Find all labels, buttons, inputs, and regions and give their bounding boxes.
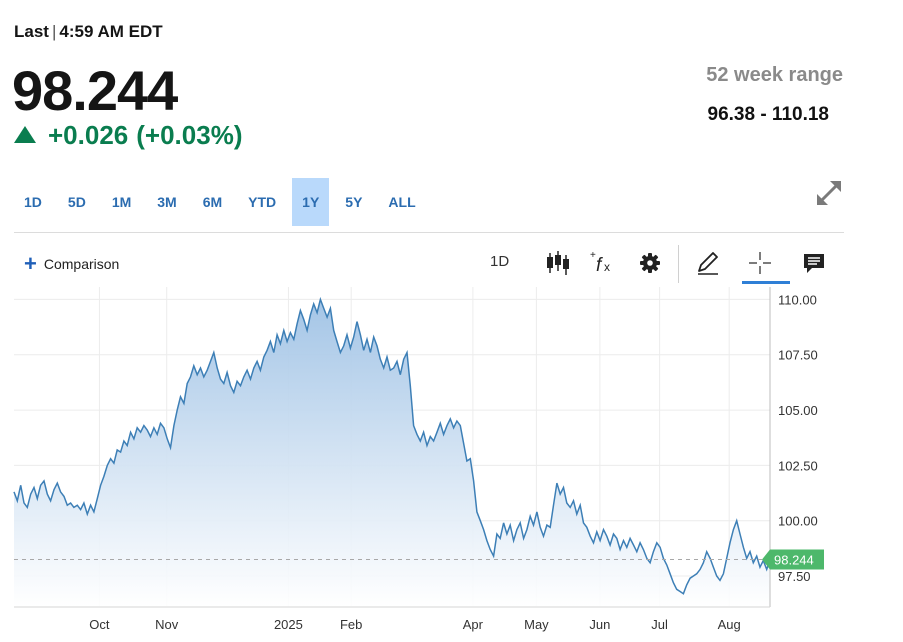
x-tick-label: Feb [340, 617, 362, 632]
range-value: 96.38 - 110.18 [707, 104, 830, 125]
chart-area[interactable]: 110.00 107.50 105.00 102.50 100.00 97.50 Oct No… [0, 287, 903, 637]
comparison-label: Comparison [43, 256, 120, 272]
x-tick-label: Jun [589, 617, 610, 632]
y-tick-label: 97.50 [778, 569, 811, 584]
up-triangle-icon [14, 126, 36, 143]
price-change: +0.026 (+0.03%) [14, 120, 242, 151]
y-tick-label: 107.50 [778, 348, 818, 363]
function-icon[interactable]: + f x [588, 249, 616, 277]
crosshair-icon[interactable] [746, 249, 774, 277]
tab-3m[interactable]: 3M [157, 194, 177, 210]
y-tick-label: 100.00 [778, 514, 818, 529]
x-tick-label: May [524, 617, 549, 632]
change-value: +0.026 [48, 120, 129, 150]
comment-icon[interactable] [800, 249, 828, 277]
x-tick-label: Nov [155, 617, 179, 632]
price-area [14, 299, 770, 607]
y-tick-label: 105.00 [778, 403, 818, 418]
interval-button[interactable]: 1D [490, 253, 510, 270]
expand-icon[interactable] [812, 176, 846, 210]
tab-1y[interactable]: 1Y [292, 178, 330, 226]
last-price: 98.244 [12, 59, 178, 122]
y-tick-label: 110.00 [778, 292, 817, 307]
pencil-icon[interactable] [694, 249, 722, 277]
last-time: 4:59 AM EDT [59, 22, 163, 41]
separator: | [51, 22, 57, 41]
candlestick-icon[interactable] [544, 249, 572, 277]
tab-all[interactable]: ALL [388, 194, 416, 210]
comparison-button[interactable]: + Comparison [24, 251, 120, 276]
y-tick-label: 102.50 [778, 458, 818, 473]
x-tick-label: Aug [718, 617, 741, 632]
x-tick-label: Oct [89, 617, 110, 632]
active-tool-indicator [742, 281, 790, 284]
tab-6m[interactable]: 6M [202, 194, 223, 210]
svg-text:+: + [590, 250, 596, 261]
x-tick-label: 2025 [274, 617, 303, 632]
change-percent: (+0.03%) [136, 120, 243, 150]
range-label: 52 week range [706, 64, 843, 86]
header-divider [14, 232, 844, 233]
gear-icon[interactable] [636, 249, 664, 277]
svg-text:f: f [596, 255, 603, 276]
timeframe-selector: 1D 5D 1M 3M 6M YTD 1Y 5Y ALL [14, 178, 432, 226]
last-value-label: 98.244 [774, 553, 814, 568]
price-line [13, 296, 771, 595]
tab-1m[interactable]: 1M [111, 194, 132, 210]
svg-text:x: x [604, 260, 610, 274]
x-tick-label: Apr [463, 617, 484, 632]
x-tick-label: Jul [651, 617, 668, 632]
last-update-line: Last | 4:59 AM EDT [14, 22, 163, 42]
tab-5d[interactable]: 5D [67, 194, 86, 210]
price-chart[interactable]: 110.00 107.50 105.00 102.50 100.00 97.50 Oct No… [0, 287, 903, 637]
tab-ytd[interactable]: YTD [248, 194, 277, 210]
plus-icon: + [24, 251, 37, 276]
tab-1d[interactable]: 1D [24, 194, 42, 210]
last-value-tag [762, 549, 824, 570]
chart-toolbar: + Comparison 1D + f x [0, 243, 903, 287]
tab-5y[interactable]: 5Y [345, 194, 363, 210]
last-label: Last [14, 22, 49, 41]
toolbar-divider [678, 245, 679, 283]
